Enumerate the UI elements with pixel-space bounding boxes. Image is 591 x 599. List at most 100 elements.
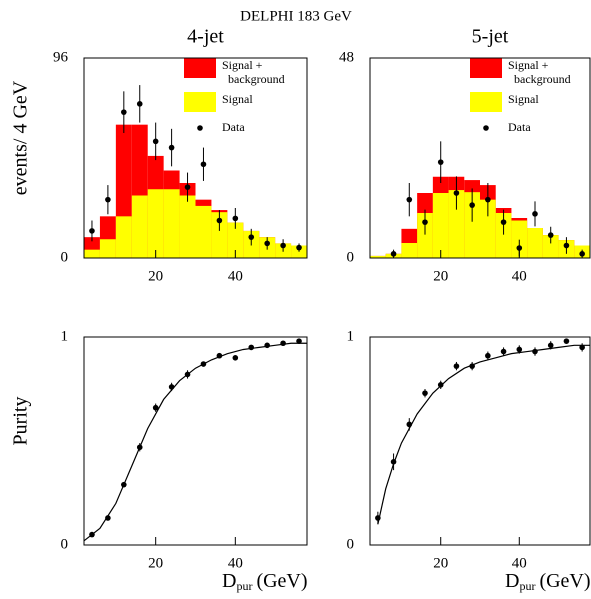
data-point <box>453 190 460 196</box>
data-point <box>516 245 523 251</box>
x-label-main: D <box>505 570 519 592</box>
data-point <box>248 234 255 240</box>
legend-label: Signal + background <box>508 58 571 86</box>
histogram-bar <box>495 213 512 258</box>
data-point <box>152 138 159 145</box>
data-point <box>437 159 444 165</box>
x-tick-label: 40 <box>512 555 527 571</box>
x-tick-label: 40 <box>512 268 527 284</box>
legend-swatch <box>184 92 216 112</box>
x-label-main: D <box>222 570 236 592</box>
data-point <box>469 363 475 369</box>
legend-swatch <box>470 92 502 112</box>
data-point <box>547 342 554 349</box>
y-tick-label: 1 <box>347 328 355 344</box>
x-label-unit: (GeV) <box>539 570 590 592</box>
data-point <box>121 109 127 115</box>
histogram-bar <box>370 255 386 258</box>
legend-marker <box>483 125 489 131</box>
legend-line: background <box>514 72 571 86</box>
legend-line: Signal + <box>222 58 263 72</box>
x-label-sub: pur <box>519 579 535 593</box>
histogram-bar <box>527 228 543 258</box>
histogram-bar <box>99 239 116 258</box>
histogram-bar <box>147 189 164 258</box>
data-point <box>296 338 302 344</box>
data-point <box>500 348 507 355</box>
x-tick-label: 40 <box>228 555 243 571</box>
data-point <box>184 371 191 378</box>
x-axis-label: Dpur (GeV) <box>505 570 591 593</box>
x-label-sub: pur <box>236 579 252 593</box>
plot-frame <box>83 336 308 546</box>
fit-curve <box>83 342 307 542</box>
histogram-bar <box>131 195 148 258</box>
data-point <box>469 202 475 208</box>
data-point <box>280 242 286 249</box>
data-point <box>516 346 523 353</box>
data-point <box>579 344 585 351</box>
data-point <box>264 240 270 247</box>
panel-title: 5-jet <box>472 26 509 48</box>
histogram-bar <box>84 249 100 258</box>
data-point <box>232 355 239 361</box>
x-tick-label: 20 <box>148 555 163 571</box>
data-point <box>105 196 111 203</box>
legend-label: Data <box>508 120 531 134</box>
legend-swatch <box>184 58 216 78</box>
x-tick-label: 20 <box>433 268 448 284</box>
data-point <box>563 242 570 249</box>
data-point <box>89 228 95 234</box>
y-tick-label: 0 <box>347 536 355 552</box>
data-point <box>152 404 159 411</box>
plot-frame <box>83 57 308 259</box>
histogram-bar <box>115 216 132 258</box>
data-point <box>422 219 428 225</box>
data-point <box>375 515 381 521</box>
data-point <box>437 382 444 388</box>
figure-title: DELPHI 183 GeV <box>240 8 352 24</box>
data-point <box>390 251 397 257</box>
legend-label: Signal <box>222 92 253 106</box>
data-point <box>296 244 302 251</box>
data-point <box>264 342 270 349</box>
data-point <box>280 340 286 347</box>
data-point <box>547 232 554 238</box>
y-axis-label: Purity <box>10 397 32 446</box>
data-point <box>216 352 223 359</box>
data-point <box>406 421 413 428</box>
data-point <box>184 184 191 190</box>
y-axis-label: events/ 4 GeV <box>10 80 32 195</box>
data-point <box>563 338 570 344</box>
data-point <box>485 196 491 203</box>
data-point <box>89 531 95 538</box>
data-point <box>168 384 175 390</box>
legend-swatch <box>470 58 502 78</box>
y-tick-label: 48 <box>339 49 354 65</box>
legend-line: background <box>228 72 285 86</box>
histogram-bar <box>511 220 528 258</box>
histogram-bar <box>432 193 449 258</box>
data-point <box>453 363 460 369</box>
histogram-bar <box>464 192 480 258</box>
histogram-bar <box>179 195 196 258</box>
data-point <box>579 251 585 257</box>
fit-curve <box>377 344 590 525</box>
x-tick-label: 20 <box>148 268 163 284</box>
data-point <box>105 515 111 521</box>
data-point <box>136 444 143 451</box>
x-tick-label: 40 <box>228 268 243 284</box>
histogram-bar <box>401 243 418 258</box>
y-tick-label: 0 <box>61 249 69 265</box>
data-point <box>485 352 491 359</box>
data-point <box>121 481 127 488</box>
y-tick-label: 96 <box>53 49 69 65</box>
plot-frame <box>369 336 591 546</box>
legend-label: Data <box>222 120 245 134</box>
x-axis-label: Dpur (GeV) <box>222 570 308 593</box>
y-tick-label: 0 <box>347 249 355 265</box>
data-point <box>390 459 397 465</box>
y-tick-label: 1 <box>61 328 69 344</box>
